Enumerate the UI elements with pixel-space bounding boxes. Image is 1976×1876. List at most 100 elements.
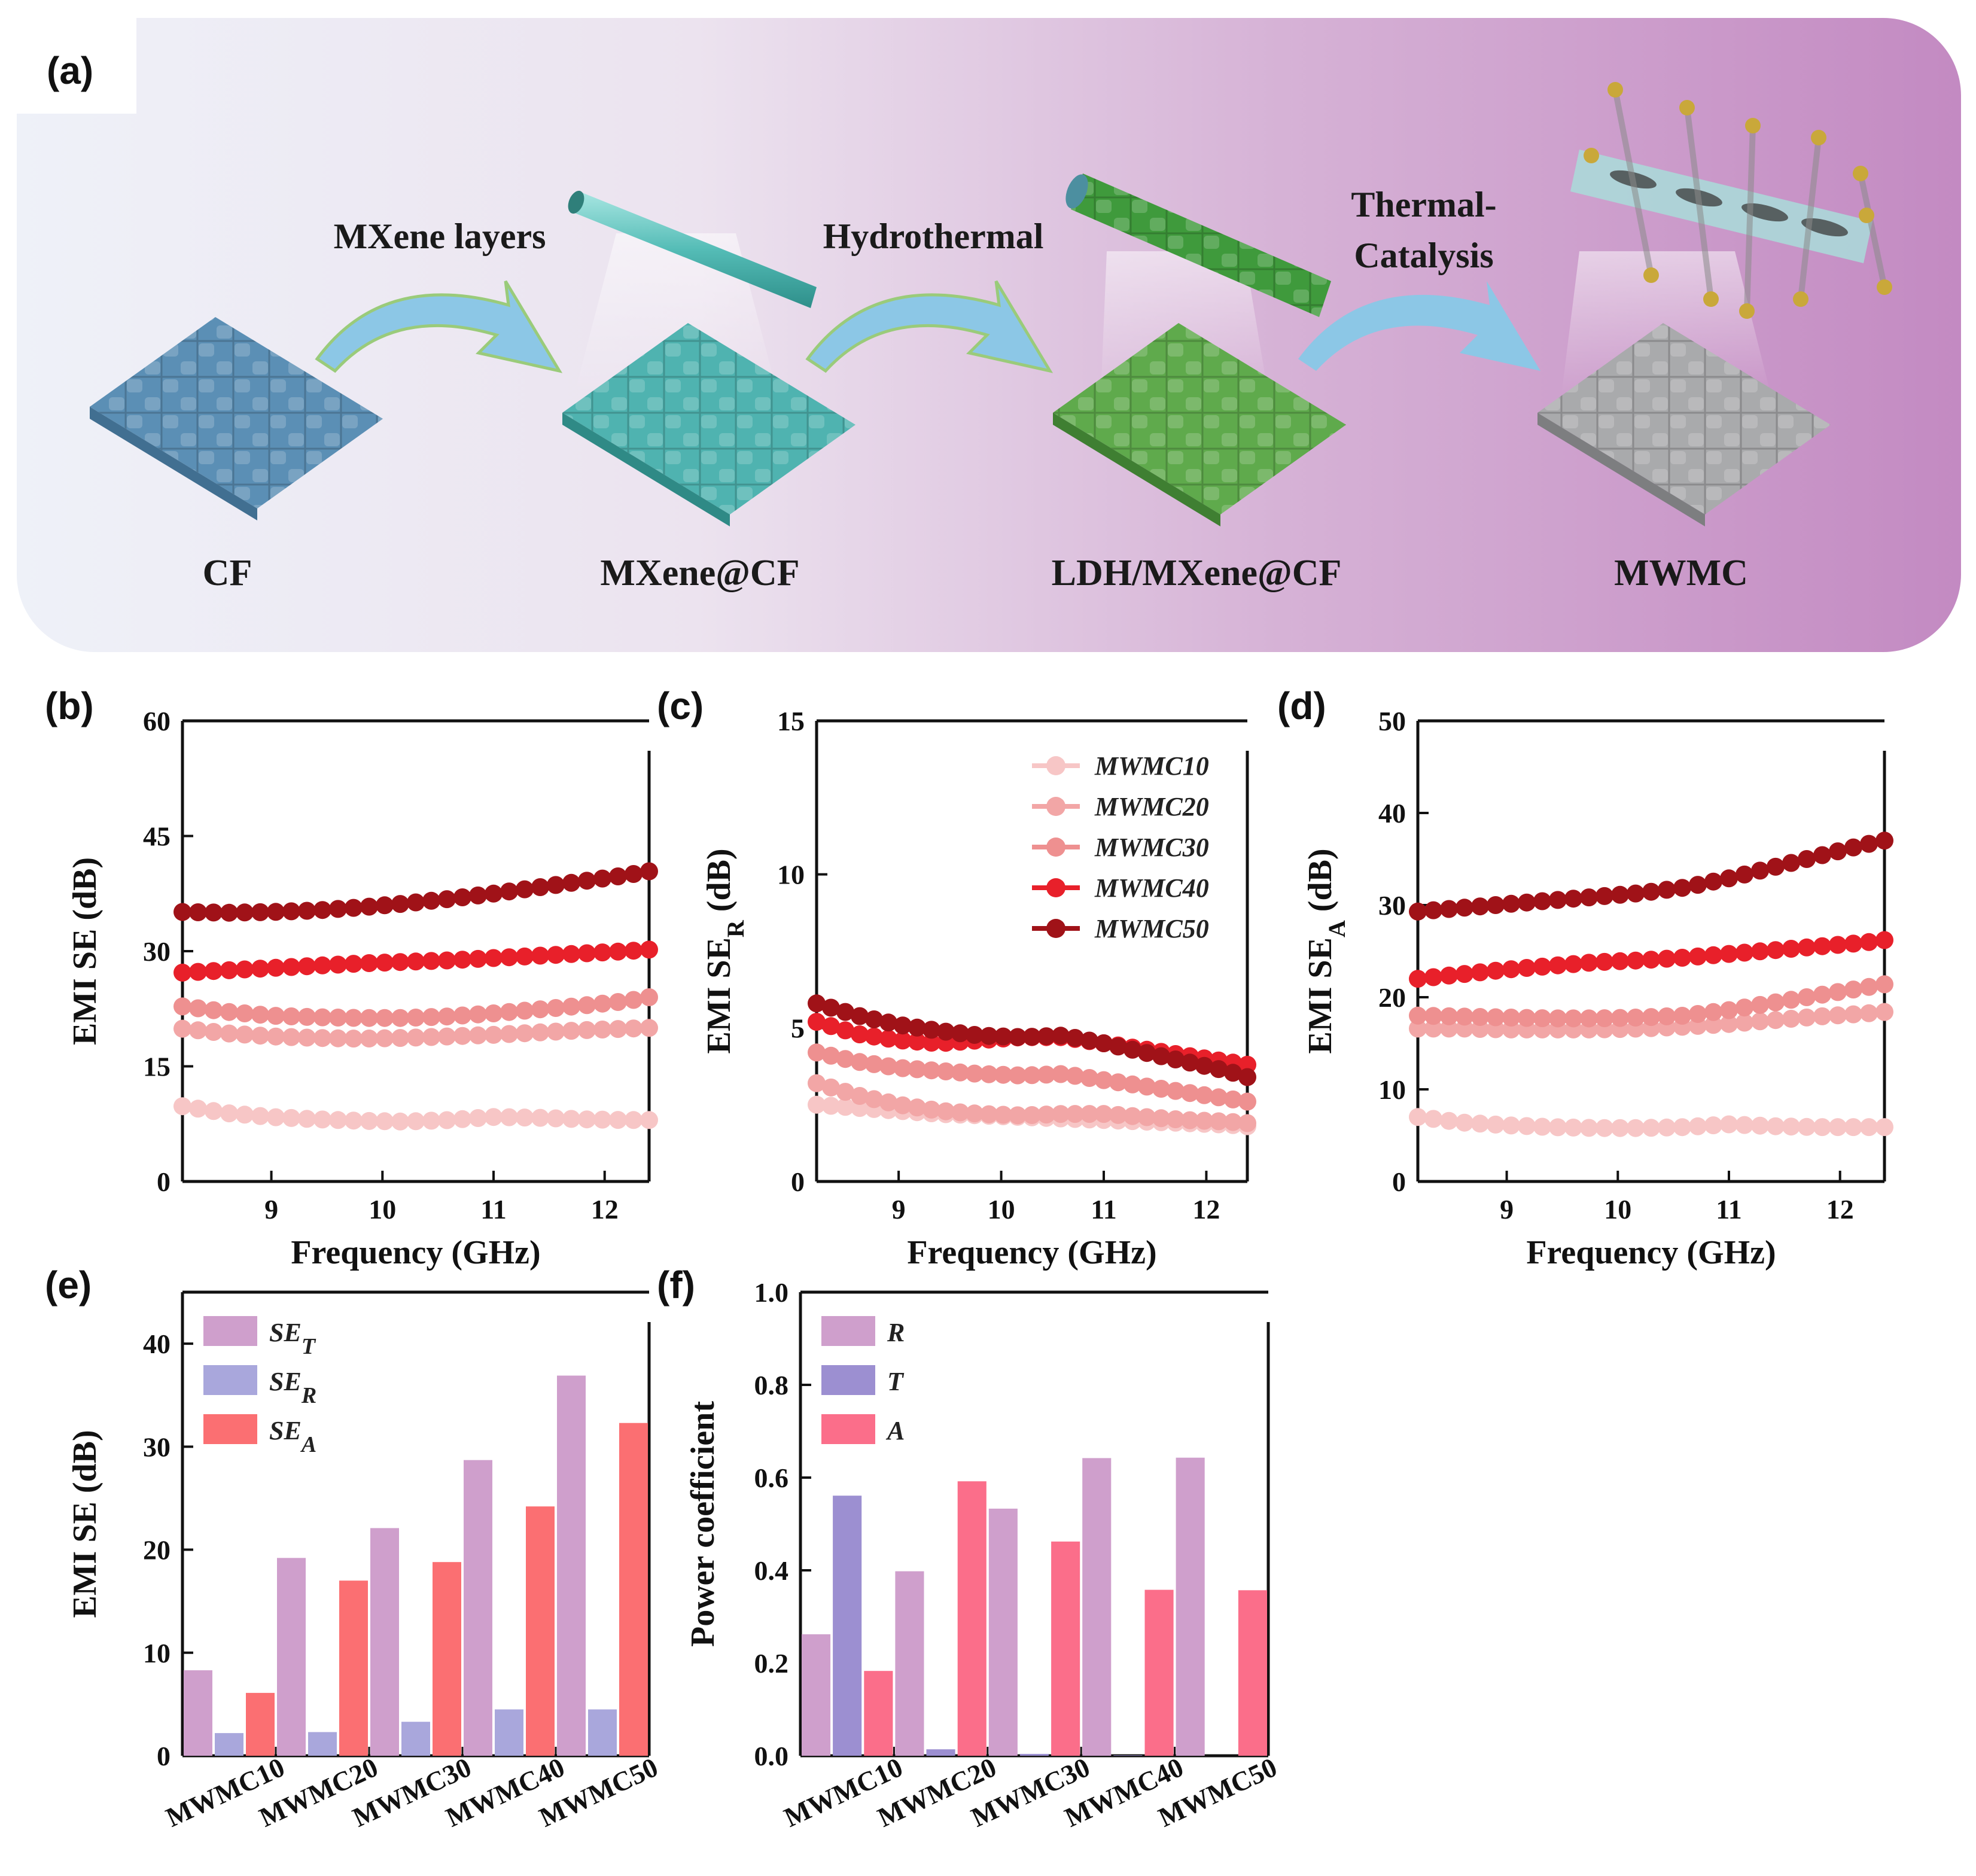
- data-point-MWMC40: [1642, 951, 1660, 969]
- x-tick-label: 9: [1500, 1194, 1514, 1225]
- bar-MWMC40-SET: [464, 1460, 492, 1756]
- data-point-MWMC40: [1549, 957, 1567, 974]
- data-point-MWMC20: [578, 1021, 596, 1039]
- data-point-MWMC10: [282, 1109, 300, 1127]
- y-axis-title: EMI SE (dB): [66, 1430, 103, 1618]
- data-point-MWMC10: [1471, 1114, 1489, 1132]
- data-point-MWMC20: [236, 1025, 254, 1043]
- data-point-MWMC10: [313, 1110, 331, 1128]
- data-point-MWMC30: [345, 1009, 363, 1027]
- y-axis-title: EMI SE (dB): [66, 857, 103, 1045]
- data-point-MWMC20: [1782, 1010, 1800, 1028]
- bar-MWMC40-A: [1145, 1590, 1174, 1756]
- data-point-MWMC20: [313, 1029, 331, 1047]
- data-point-MWMC40: [1782, 940, 1800, 958]
- y-tick-label: 20: [143, 1535, 170, 1566]
- legend-label-main: A: [885, 1416, 905, 1445]
- data-point-MWMC30: [1829, 983, 1847, 1001]
- data-point-MWMC30: [1533, 1009, 1551, 1027]
- data-point-MWMC30: [1860, 978, 1878, 996]
- y-tick-label: 0.0: [754, 1741, 789, 1771]
- panel-b-chart: (b) 0153045609 10 11 12Frequency (GHz)EMI S…: [45, 684, 658, 1271]
- data-point-MWMC10: [329, 1111, 347, 1129]
- data-point-MWMC20: [1767, 1011, 1785, 1029]
- y-tick-label: 60: [143, 706, 170, 736]
- series-MWMC30: [173, 988, 658, 1027]
- stage-label-mwmc: MWMC: [1614, 553, 1748, 593]
- bar-MWMC10-SET: [184, 1670, 212, 1756]
- data-point-MWMC20: [531, 1024, 549, 1041]
- data-point-MWMC40: [469, 950, 487, 968]
- bar-MWMC20-T: [927, 1749, 955, 1756]
- data-point-MWMC10: [438, 1111, 456, 1129]
- y-tick-label: 15: [143, 1052, 170, 1082]
- data-point-MWMC10: [267, 1108, 285, 1126]
- x-tick-label: 12: [1826, 1194, 1854, 1225]
- data-point-MWMC40: [1704, 946, 1722, 964]
- data-point-MWMC10: [1487, 1116, 1505, 1134]
- data-point-MWMC40: [1596, 953, 1613, 971]
- data-point-MWMC50: [562, 874, 580, 892]
- data-point-MWMC50: [1813, 846, 1831, 864]
- x-tick-label: 9: [892, 1194, 906, 1225]
- bar-MWMC30-SER: [401, 1722, 430, 1756]
- data-point-MWMC10: [220, 1104, 238, 1122]
- data-point-MWMC40: [189, 963, 207, 981]
- data-point-MWMC30: [313, 1009, 331, 1027]
- step-label-hydrothermal: Hydrothermal: [823, 217, 1044, 256]
- y-axis-title-subscript: A: [1323, 920, 1350, 937]
- y-tick-label: 20: [1378, 982, 1406, 1013]
- legend-marker-MWMC40: [1046, 878, 1065, 897]
- legend-marker-MWMC30: [1046, 838, 1065, 857]
- data-point-MWMC40: [485, 949, 503, 967]
- data-point-MWMC20: [1813, 1007, 1831, 1025]
- legend-label-subscript: R: [301, 1383, 316, 1408]
- x-tick-label: 10: [1604, 1194, 1631, 1225]
- data-point-MWMC20: [1844, 1006, 1862, 1024]
- bar-MWMC20-A: [958, 1481, 987, 1756]
- figure-canvas: (a): [0, 0, 1976, 1876]
- series-MWMC40: [1409, 931, 1893, 988]
- data-point-MWMC30: [1596, 1009, 1613, 1027]
- data-point-MWMC30: [1720, 1001, 1738, 1019]
- data-point-MWMC50: [1736, 866, 1753, 884]
- data-point-MWMC30: [625, 991, 643, 1009]
- legend-swatch-0: [203, 1316, 257, 1346]
- panel-e-chart: (e) 010203040EMI SE (dB)MWMC10MWMC20MWMC…: [45, 1263, 662, 1833]
- y-tick-label: 0: [157, 1167, 170, 1197]
- data-point-MWMC10: [1533, 1118, 1551, 1136]
- data-point-MWMC20: [1751, 1012, 1769, 1030]
- data-point-MWMC30: [391, 1009, 409, 1027]
- data-point-MWMC30: [376, 1009, 394, 1027]
- data-point-MWMC10: [1580, 1119, 1598, 1137]
- data-point-MWMC10: [1767, 1117, 1785, 1135]
- panel-d-chart: (d) 0 10 20 30 40 50 9 10 11 12 Frequency (GHz) EMI…: [1277, 684, 1893, 1271]
- data-point-MWMC10: [1502, 1116, 1520, 1134]
- data-point-MWMC10: [298, 1110, 316, 1128]
- data-point-MWMC40: [625, 942, 643, 960]
- data-point-MWMC10: [1642, 1119, 1660, 1137]
- data-point-MWMC20: [220, 1025, 238, 1043]
- data-point-MWMC30: [1238, 1093, 1256, 1111]
- data-point-MWMC30: [593, 995, 611, 1013]
- x-tick-label: 12: [1192, 1194, 1220, 1225]
- legend-swatch-2: [821, 1414, 875, 1444]
- data-point-MWMC50: [1502, 895, 1520, 913]
- data-point-MWMC50: [609, 867, 627, 885]
- x-tick-label: 10: [369, 1194, 396, 1225]
- data-point-MWMC20: [500, 1025, 518, 1043]
- y-axis-title-unit: (dB): [1302, 848, 1339, 912]
- bar-MWMC20-SER: [308, 1732, 337, 1756]
- y-tick-label: 50: [1378, 706, 1406, 736]
- y-tick-label: 30: [143, 1432, 170, 1462]
- data-point-MWMC20: [547, 1023, 565, 1041]
- y-axis-title-main: EMI SE: [1302, 937, 1339, 1054]
- data-point-MWMC10: [1440, 1112, 1458, 1130]
- data-point-MWMC50: [1518, 894, 1536, 912]
- data-point-MWMC10: [1844, 1118, 1862, 1136]
- data-point-MWMC30: [438, 1007, 456, 1025]
- data-point-MWMC10: [516, 1108, 534, 1126]
- data-point-MWMC30: [205, 1001, 223, 1019]
- data-point-MWMC10: [1798, 1118, 1816, 1136]
- data-point-MWMC10: [609, 1111, 627, 1129]
